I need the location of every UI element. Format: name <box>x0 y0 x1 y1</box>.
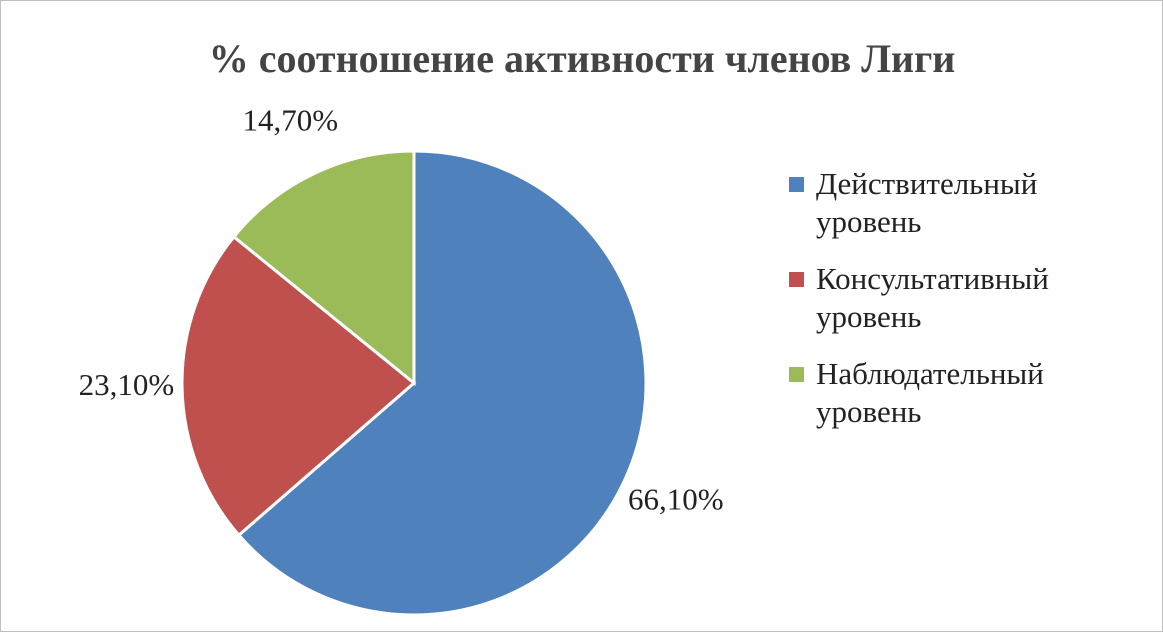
legend-label: Действительный уровень <box>816 166 1038 239</box>
pie-slice <box>180 234 417 538</box>
data-label: 23,10% <box>79 367 175 402</box>
legend-swatch <box>789 367 804 382</box>
data-label: 14,70% <box>243 102 339 137</box>
legend-label: Консультативный уровень <box>816 261 1049 334</box>
pie-slice <box>236 149 648 617</box>
legend-item: Действительный уровень <box>789 165 1109 241</box>
legend-swatch <box>789 272 804 287</box>
chart-title: % соотношение активности членов Лиги <box>209 36 956 81</box>
data-label: 66,10% <box>628 481 724 516</box>
legend: Действительный уровень Консультативный ур… <box>789 165 1109 450</box>
legend-item: Наблюдательный уровень <box>789 355 1109 431</box>
legend-swatch <box>789 177 804 192</box>
legend-item: Консультативный уровень <box>789 260 1109 336</box>
pie-slice <box>231 149 416 387</box>
legend-label: Наблюдательный уровень <box>816 356 1044 429</box>
